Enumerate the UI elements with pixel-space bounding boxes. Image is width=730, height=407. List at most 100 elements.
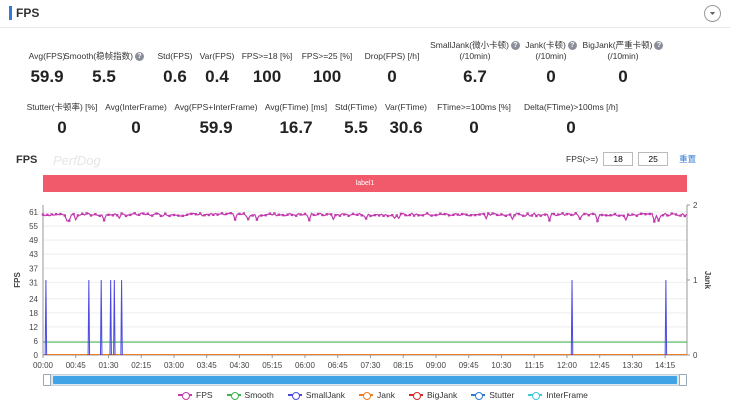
metric-label: Smooth(稳帧指数)? [54, 51, 154, 62]
metric-label-text: FPS>=25 [%] [301, 51, 353, 61]
smalljank-spike [87, 279, 91, 356]
fps-marker [212, 213, 215, 216]
reset-link[interactable]: 重置 [679, 154, 697, 164]
metric-label: Delta(FTime)>100ms [/h] [524, 102, 618, 112]
fps-marker [439, 212, 442, 215]
label-band[interactable]: label1 [43, 175, 687, 192]
fps-marker [142, 212, 145, 215]
legend-item-jank[interactable]: Jank [359, 390, 395, 400]
slider-right-handle[interactable] [679, 374, 687, 386]
metric-card: FPS>=25 [%] 100 [277, 51, 377, 87]
help-icon[interactable]: ? [134, 52, 144, 61]
fps-marker [98, 214, 101, 217]
fps-marker [351, 212, 355, 216]
metric-value: 59.9 [30, 67, 64, 86]
fps-marker [565, 212, 569, 216]
metric-value: 59.9 [199, 118, 233, 137]
fps-marker [605, 214, 608, 217]
fps-marker [81, 212, 84, 215]
fps-marker [89, 214, 93, 217]
metric-card: Avg(FPS+InterFrame) 59.9 [161, 102, 271, 138]
legend-item-interframe[interactable]: InterFrame [528, 390, 588, 400]
metric-label: SmallJank(微小卡顿)? [425, 40, 525, 51]
metric-card: FTime>=100ms [%] 0 [419, 102, 529, 138]
smalljank-spike [570, 279, 574, 356]
smalljank-spike [664, 279, 668, 356]
legend-item-smalljank[interactable]: SmallJank [287, 390, 345, 400]
fps-marker [325, 213, 328, 216]
legend-item-smooth[interactable]: Smooth [226, 390, 274, 400]
fps-marker [539, 214, 542, 217]
slider-left-handle[interactable] [43, 374, 51, 386]
smalljank-spike [109, 279, 112, 356]
help-icon[interactable]: ? [510, 41, 520, 50]
fps-marker [618, 214, 621, 217]
fps-threshold-high-input[interactable] [638, 152, 669, 166]
fps-marker [120, 212, 123, 215]
legend-swatch [287, 392, 302, 400]
fps-marker [587, 214, 590, 217]
fps-marker [185, 213, 189, 216]
fps-marker [561, 212, 564, 215]
fps-marker [443, 212, 446, 216]
fps-marker [622, 214, 625, 217]
fps-filter-label: FPS(>=) [566, 154, 599, 164]
metric-label: Avg(FPS) [0, 51, 97, 62]
fps-marker [85, 212, 88, 215]
metric-value: 0 [546, 67, 556, 86]
fps-marker [661, 214, 665, 217]
metric-label-text: Std(FPS) [157, 51, 193, 61]
y2-tick-label: 1 [693, 276, 698, 285]
fps-marker [391, 214, 394, 217]
y-tick-label: 37 [29, 264, 38, 273]
help-icon[interactable]: ? [654, 41, 664, 50]
fps-marker [360, 214, 363, 217]
y-tick-label: 18 [29, 309, 38, 318]
legend-label: Smooth [244, 390, 274, 400]
smalljank-spike [99, 279, 103, 356]
fps-marker [59, 212, 62, 216]
legend-item-fps[interactable]: FPS [178, 390, 213, 400]
x-tick-label: 00:45 [66, 361, 87, 370]
slider-range-fill[interactable] [53, 376, 677, 384]
fps-marker [452, 213, 455, 216]
fps-marker [295, 214, 298, 217]
metric-label: Std(FPS) [125, 51, 225, 62]
metric-value: 0.4 [205, 67, 229, 86]
legend-swatch [471, 392, 486, 400]
fps-marker [679, 214, 682, 217]
x-tick-label: 03:45 [197, 361, 218, 370]
fps-marker [635, 214, 638, 217]
metric-label-text: Jank(卡顿) [525, 40, 566, 50]
metric-card: FPS>=18 [%] 100 [217, 51, 317, 87]
metric-label: FPS>=18 [%] [217, 51, 317, 62]
legend-item-stutter[interactable]: Stutter [471, 390, 514, 400]
fps-marker [447, 214, 451, 217]
legend-item-bigjank[interactable]: BigJank [409, 390, 457, 400]
y2-tick-label: 0 [693, 351, 698, 360]
x-tick-label: 00:00 [33, 361, 54, 370]
fps-marker [386, 214, 390, 218]
help-icon[interactable]: ? [567, 41, 577, 50]
collapse-toggle-button[interactable] [704, 5, 721, 22]
fps-marker [233, 218, 237, 221]
fps-marker [395, 214, 398, 217]
panel-title: FPS [16, 6, 40, 20]
fps-marker [181, 214, 184, 217]
metric-label-text: Avg(FPS) [28, 51, 66, 61]
metric-label: FTime>=100ms [%] [437, 102, 511, 112]
metric-card: Avg(InterFrame) 0 [81, 102, 191, 138]
time-range-slider[interactable] [43, 374, 687, 386]
fps-marker [426, 212, 429, 215]
smalljank-spike [120, 279, 123, 356]
legend-swatch [409, 392, 424, 400]
x-tick-label: 05:15 [262, 361, 283, 370]
legend-swatch [226, 392, 241, 400]
fps-marker [399, 212, 403, 216]
fps-marker [338, 214, 342, 217]
fps-threshold-low-input[interactable] [603, 152, 634, 166]
x-tick-label: 02:15 [131, 361, 152, 370]
fps-marker [286, 213, 289, 216]
metric-card: Stutter(卡顿率) [%] 0 [7, 102, 117, 138]
